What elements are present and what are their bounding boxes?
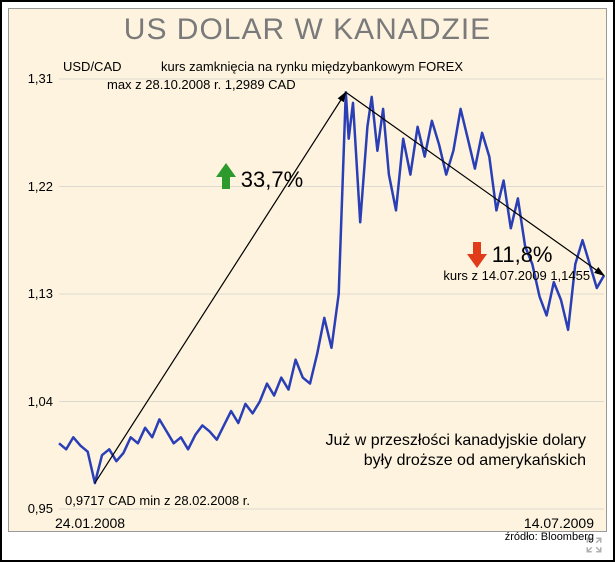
footnote-line-1: Już w przeszłości kanadyjskie dolary	[325, 432, 586, 449]
x-axis-start: 24.01.2008	[55, 515, 125, 531]
arrow-up-icon	[217, 163, 235, 191]
footnote-line-2: były droższe od amerykańskich	[364, 452, 586, 469]
pct-down: 11,8%	[468, 240, 553, 268]
pct-up-value: 33,7%	[241, 167, 303, 192]
min-label: 0,9717 CAD min z 28.02.2008 r.	[65, 493, 250, 508]
y-tick-label: 1,13	[19, 286, 53, 301]
arrow-down-icon	[468, 240, 486, 268]
footnote: Już w przeszłości kanadyjskie dolary był…	[325, 431, 586, 471]
chart-area: US DOLAR W KANADZIE USD/CAD kurs zamknię…	[8, 8, 607, 532]
pct-down-value: 11,8%	[492, 242, 553, 267]
pct-up: 33,7%	[217, 163, 303, 193]
y-tick-label: 0,95	[19, 501, 53, 516]
chart-frame: US DOLAR W KANADZIE USD/CAD kurs zamknię…	[0, 0, 615, 562]
x-axis-end: 14.07.2009	[524, 515, 594, 531]
expand-icon[interactable]	[585, 536, 603, 554]
y-tick-label: 1,31	[19, 71, 53, 86]
kurs-label: kurs z 14.07.2009 1,1455	[443, 268, 590, 283]
source-label: źródło: Bloomberg	[505, 531, 594, 543]
y-tick-label: 1,22	[19, 179, 53, 194]
y-tick-label: 1,04	[19, 394, 53, 409]
